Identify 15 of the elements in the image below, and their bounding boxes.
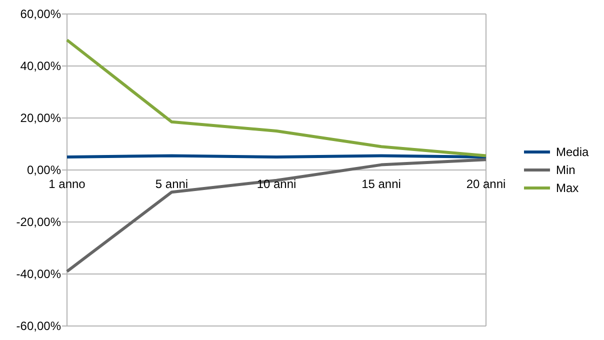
legend-label: Media: [556, 145, 590, 160]
y-tick-label: -60,00%: [16, 319, 62, 334]
y-tick-label: 60,00%: [20, 7, 62, 22]
y-tick-label: 0,00%: [26, 163, 62, 178]
x-tick-label: 1 anno: [48, 177, 86, 191]
y-tick-label: -20,00%: [16, 215, 62, 230]
legend-label: Min: [556, 163, 576, 178]
y-tick-label: 40,00%: [20, 59, 62, 74]
legend-label: Max: [556, 181, 579, 196]
x-tick-label: 15 anni: [362, 177, 401, 191]
line-series: [66, 38, 488, 158]
y-tick-label: -40,00%: [16, 267, 62, 282]
x-tick-label: 5 anni: [155, 177, 188, 191]
x-tick-label: 20 anni: [466, 177, 506, 191]
y-tick-label: 20,00%: [20, 111, 62, 126]
